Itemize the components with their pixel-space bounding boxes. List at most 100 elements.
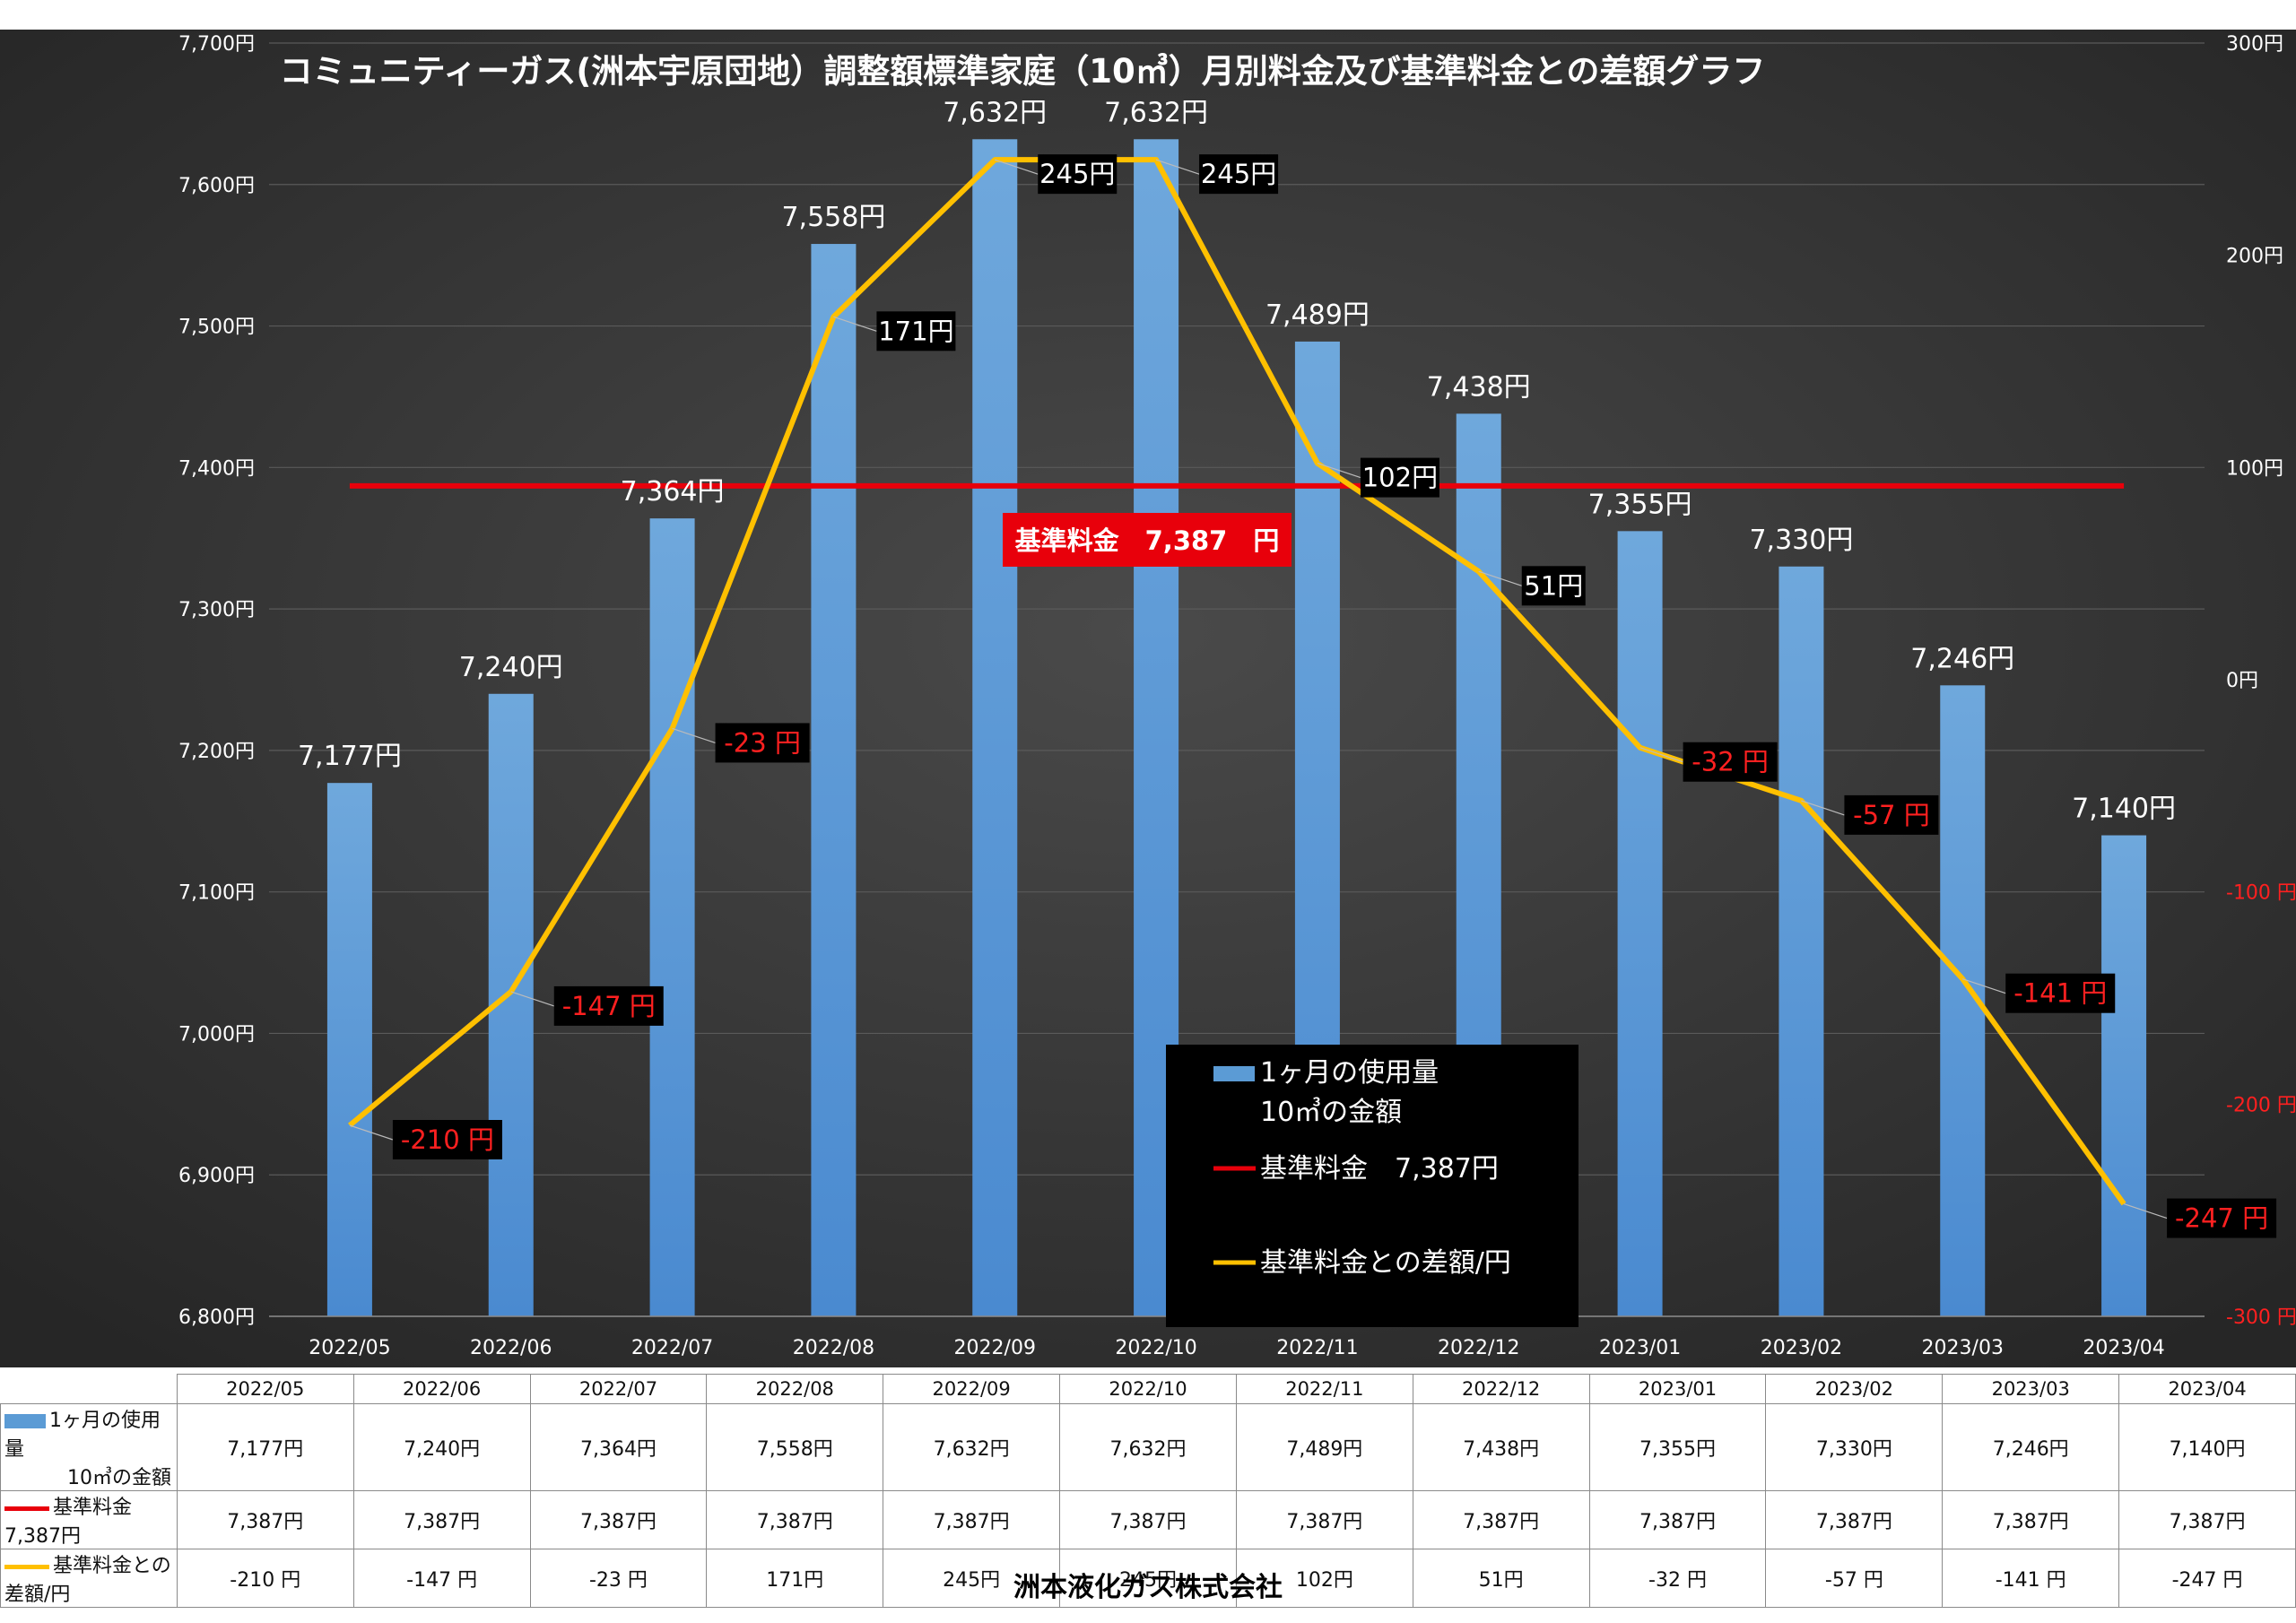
diff-value-label: 51円 bbox=[1524, 570, 1583, 601]
table-cell: 245円 bbox=[1059, 1549, 1237, 1608]
x-tick-label: 2023/04 bbox=[2083, 1337, 2164, 1359]
diff-value-label: -247 円 bbox=[2175, 1203, 2268, 1234]
y-tick-label: 6,800円 bbox=[178, 1306, 255, 1329]
bar-value-label: 7,355円 bbox=[1588, 489, 1692, 520]
table-cell: 7,387円 bbox=[529, 1490, 708, 1549]
table-cell: 7,387円 bbox=[1235, 1490, 1413, 1549]
y-tick-label: 7,000円 bbox=[178, 1023, 255, 1046]
diff-value-label: 171円 bbox=[878, 316, 953, 346]
x-tick-label: 2023/02 bbox=[1761, 1337, 1842, 1359]
legend-base-label: 基準料金 7,387円 bbox=[1260, 1153, 1499, 1185]
x-tick-label: 2022/08 bbox=[793, 1337, 874, 1359]
bar-value-label: 7,632円 bbox=[943, 97, 1047, 128]
company-name: 洲本液化ガス株式会社 bbox=[1013, 1572, 1283, 1603]
bar bbox=[649, 518, 695, 1316]
diff-label-leader bbox=[2123, 1202, 2168, 1219]
chart-title: コミュニティーガス(洲本宇原団地）調整額標準家庭（10㎥）月別料金及び基準料金と… bbox=[280, 52, 1766, 91]
table-cell: 7,632円 bbox=[883, 1403, 1061, 1491]
table-cell: 7,246円 bbox=[1942, 1403, 2120, 1491]
table-row-label-line2: 10㎥の金額 bbox=[67, 1467, 171, 1489]
bar-value-label: 7,558円 bbox=[781, 202, 885, 233]
diff-label-box bbox=[553, 985, 664, 1026]
table-row-label-text: 基準料金との差額/円 bbox=[4, 1555, 171, 1606]
bar bbox=[1617, 531, 1663, 1316]
table-header-row: 2022/05 2022/06 2022/07 2022/08 2022/09 … bbox=[0, 1374, 2296, 1404]
bar bbox=[326, 783, 372, 1316]
table-cell: -57 円 bbox=[1765, 1549, 1944, 1608]
table-header-cell: 2022/12 bbox=[1412, 1374, 1590, 1404]
table-header-cell: 2022/11 bbox=[1235, 1374, 1413, 1404]
diff-label-box bbox=[2005, 973, 2116, 1013]
diff-line bbox=[348, 157, 2126, 1206]
table-cell: 7,140円 bbox=[2118, 1403, 2296, 1491]
diff-value-label: -147 円 bbox=[562, 991, 656, 1021]
y2-tick-label: 0円 bbox=[2226, 670, 2258, 692]
y-tick-label: 6,900円 bbox=[178, 1165, 255, 1187]
bar bbox=[2101, 835, 2147, 1316]
table-cell: 7,558円 bbox=[706, 1403, 884, 1491]
y-tick-label: 7,500円 bbox=[178, 317, 255, 339]
y-tick-label: 7,600円 bbox=[178, 175, 255, 197]
y2-tick-label: 300円 bbox=[2226, 33, 2283, 56]
diff-label-leader bbox=[672, 727, 716, 744]
x-tick-label: 2022/10 bbox=[1115, 1337, 1196, 1359]
table-corner bbox=[0, 1374, 178, 1404]
table-cell: 7,330円 bbox=[1765, 1403, 1944, 1491]
x-tick-label: 2022/11 bbox=[1276, 1337, 1358, 1359]
x-tick-label: 2022/09 bbox=[954, 1337, 1036, 1359]
table-row: 基準料金との差額/円 -210 円 -147 円 -23 円 171円 245円… bbox=[0, 1549, 2296, 1608]
diff-label-leader bbox=[1801, 800, 1845, 816]
bar-value-label: 7,364円 bbox=[621, 476, 725, 508]
diff-label-box bbox=[1844, 794, 1939, 835]
bar-value-label: 7,177円 bbox=[298, 741, 402, 772]
table-row: 基準料金 7,387円 7,387円 7,387円 7,387円 7,387円 … bbox=[0, 1490, 2296, 1549]
bar-value-label: 7,330円 bbox=[1749, 525, 1853, 556]
table-row-label-text: 基準料金 7,387円 bbox=[4, 1497, 133, 1548]
table-header-cell: 2023/01 bbox=[1588, 1374, 1767, 1404]
y-tick-label: 7,400円 bbox=[178, 457, 255, 480]
bar-value-label: 7,438円 bbox=[1427, 371, 1531, 403]
legend-bar-swatch bbox=[1213, 1066, 1255, 1081]
table-cell: 171円 bbox=[706, 1549, 884, 1608]
table-header-cell: 2023/04 bbox=[2118, 1374, 2296, 1404]
table-header-cell: 2022/05 bbox=[176, 1374, 354, 1404]
table-cell: 7,387円 bbox=[176, 1490, 354, 1549]
y2-tick-label: 100円 bbox=[2226, 457, 2283, 480]
diff-label-box bbox=[392, 1120, 502, 1159]
diff-label-leader bbox=[1962, 978, 2006, 994]
diff-label-leader bbox=[1317, 463, 1361, 479]
table-cell: 7,632円 bbox=[1059, 1403, 1237, 1491]
diff-label-leader bbox=[995, 159, 1039, 175]
table-cell: -32 円 bbox=[1588, 1549, 1767, 1608]
bar-value-label: 7,140円 bbox=[2072, 794, 2176, 825]
table-row-label: 1ヶ月の使用量 10㎥の金額 bbox=[0, 1403, 178, 1491]
table-row-label-line1: 1ヶ月の使用量 bbox=[4, 1410, 161, 1461]
x-tick-label: 2023/03 bbox=[1922, 1337, 2004, 1359]
table-cell: -141 円 bbox=[1942, 1549, 2120, 1608]
table-cell: 7,489円 bbox=[1235, 1403, 1413, 1491]
y2-tick-label: -100 円 bbox=[2226, 882, 2296, 905]
table-header-cell: 2023/02 bbox=[1765, 1374, 1944, 1404]
table-row-label: 基準料金との差額/円 bbox=[0, 1549, 178, 1608]
diff-label-box bbox=[1199, 154, 1279, 195]
bar bbox=[1779, 566, 1824, 1316]
table-cell: 51円 bbox=[1412, 1549, 1590, 1608]
diff-label-leader bbox=[1478, 570, 1522, 586]
legend-bar-label-1: 1ヶ月の使用量 bbox=[1260, 1057, 1439, 1089]
diff-value-label: 245円 bbox=[1039, 159, 1115, 189]
table-diff-swatch bbox=[4, 1564, 49, 1569]
diff-label-box bbox=[1521, 566, 1586, 606]
table-cell: 7,240円 bbox=[352, 1403, 531, 1491]
table-header-cell: 2022/06 bbox=[352, 1374, 531, 1404]
table-cell: 245円 bbox=[883, 1549, 1061, 1608]
y-tick-label: 7,100円 bbox=[178, 882, 255, 905]
table-header-cell: 2022/07 bbox=[529, 1374, 708, 1404]
table-header-cell: 2023/03 bbox=[1942, 1374, 2120, 1404]
table-cell: 7,177円 bbox=[176, 1403, 354, 1491]
x-tick-label: 2022/06 bbox=[470, 1337, 552, 1359]
y2-tick-label: 200円 bbox=[2226, 246, 2283, 268]
table-cell: 7,355円 bbox=[1588, 1403, 1767, 1491]
bar-value-label: 7,240円 bbox=[459, 652, 563, 683]
y2-tick-label: -300 円 bbox=[2226, 1306, 2296, 1329]
legend: 1ヶ月の使用量 10㎥の金額 基準料金 7,387円 基準料金との差額/円 bbox=[1166, 1045, 1578, 1327]
